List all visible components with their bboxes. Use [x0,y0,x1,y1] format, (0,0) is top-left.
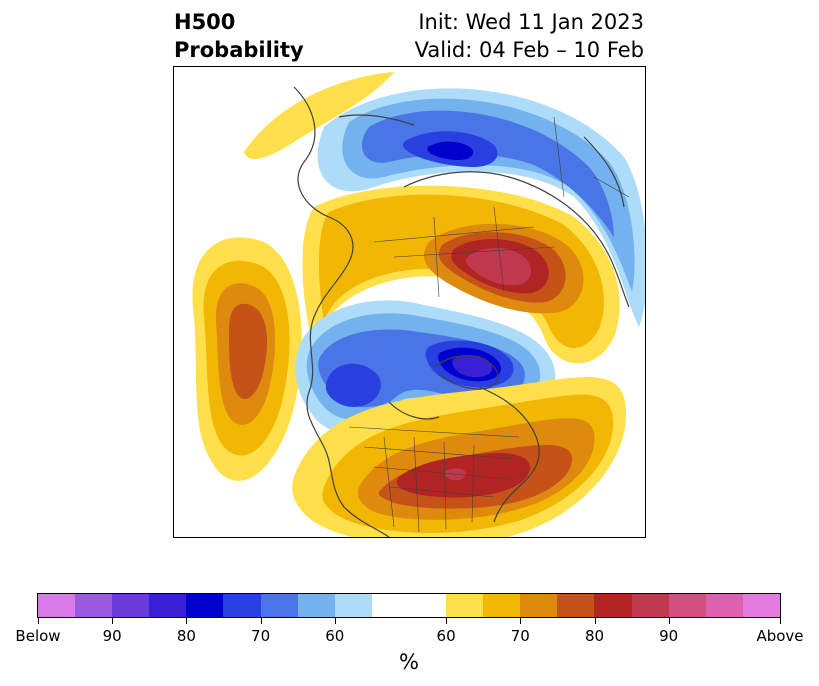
arctic-warm-sliver [244,72,394,159]
probability-colorbar [37,593,781,618]
colorbar-tick-label: 70 [251,627,271,645]
colorbar-tick [334,618,336,624]
colorbar-tick [186,618,188,624]
political-borders [348,116,630,533]
colorbar-segment [742,594,780,617]
colorbar-tick [260,618,262,624]
colorbar-segment [112,594,150,617]
colorbar-segment [38,594,76,617]
colorbar-tick-label: 70 [510,627,530,645]
colorbar-tick [38,618,39,624]
colorbar-segment [297,594,335,617]
map-title-left: H500 Probability [174,8,304,64]
colorbar-tick-label: 90 [102,627,122,645]
colorbar-tick-label: Below [15,627,61,645]
colorbar-segment [186,594,224,617]
coastlines [293,86,630,537]
colorbar-tick-label: 60 [325,627,345,645]
siberia-cold-anomaly [317,88,645,327]
probability-map [173,66,646,538]
colorbar-segment [520,594,558,617]
colorbar-segment [668,594,706,617]
colorbar-segment [260,594,298,617]
colorbar-tick-label: 60 [436,627,456,645]
init-date: Init: Wed 11 Jan 2023 [418,10,644,34]
colorbar-segment [75,594,113,617]
colorbar-segment [483,594,521,617]
colorbar-unit: % [399,650,419,674]
valid-range: Valid: 04 Feb – 10 Feb [414,38,644,62]
colorbar-segment [557,594,595,617]
colorbar-segment [705,594,743,617]
colorbar-segment [223,594,261,617]
title-field: Probability [174,38,304,62]
pacific-warm-anomaly [192,237,302,481]
colorbar-segment [446,594,484,617]
map-canvas [192,72,645,537]
colorbar-tick [780,618,781,624]
colorbar-tick-label: 80 [584,627,605,645]
colorbar-segment [631,594,669,617]
colorbar-tick-label: 80 [176,627,196,645]
colorbar-segment [594,594,632,617]
colorbar-tick-label: Above [756,627,804,645]
colorbar-tick [594,618,596,624]
title-variable: H500 [174,10,236,34]
colorbar-tick [520,618,522,624]
colorbar-tick [668,618,670,624]
colorbar-segment [149,594,187,617]
eurasia-warm-anomaly [423,223,584,314]
colorbar-tick [446,618,448,624]
colorbar-tick-label: 90 [659,627,679,645]
colorbar-tick [112,618,114,624]
colorbar-segment [371,594,447,617]
map-title-right: Init: Wed 11 Jan 2023 Valid: 04 Feb – 10… [415,8,644,64]
colorbar-segment [334,594,372,617]
